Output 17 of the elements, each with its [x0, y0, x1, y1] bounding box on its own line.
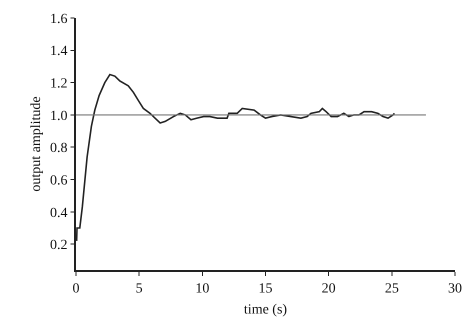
x-tick-label: 0 — [72, 282, 80, 297]
y-tick-label: 0.8 — [50, 141, 68, 156]
y-tick-label: 0.4 — [50, 206, 68, 221]
y-tick-label: 0.2 — [50, 238, 68, 254]
y-tick-label: 1.6 — [50, 12, 68, 27]
y-tick-label: 1.0 — [50, 108, 68, 124]
y-tick-label: 1.2 — [50, 76, 68, 92]
x-tick-label: 10 — [195, 282, 210, 297]
x-tick-label: 20 — [322, 282, 336, 297]
x-tick-label: 5 — [136, 282, 143, 297]
x-tick-label: 15 — [258, 282, 272, 297]
y-tick-label: 0.6 — [50, 173, 68, 188]
x-tick-label: 25 — [384, 282, 399, 297]
x-axis-title: time (s) — [244, 302, 288, 318]
y-axis-title: output amplitude — [29, 96, 44, 192]
x-tick-label: 30 — [448, 282, 462, 297]
y-tick-label: 1.4 — [50, 44, 68, 60]
